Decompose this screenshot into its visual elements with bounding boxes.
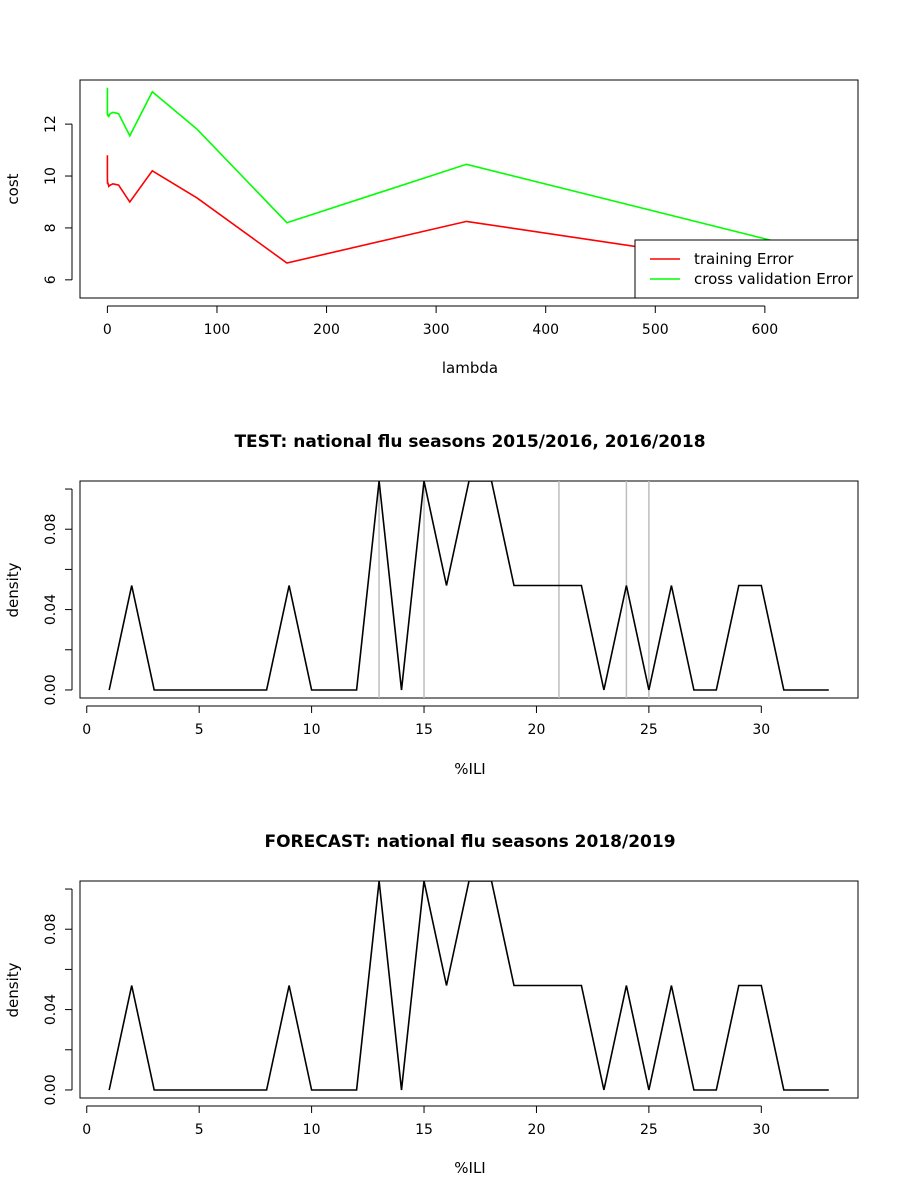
x-tick-label: 25 xyxy=(640,722,658,738)
series-line-1 xyxy=(108,481,829,691)
y-tick-label: 0.04 xyxy=(43,594,59,625)
x-tick-label: 300 xyxy=(423,322,450,338)
x-tick-label: 100 xyxy=(204,322,231,338)
x-tick-label: 200 xyxy=(313,322,340,338)
y-axis-title: density xyxy=(4,962,22,1017)
y-axis-title: density xyxy=(4,562,22,617)
x-tick-label: 0 xyxy=(82,722,91,738)
y-tick-label: 12 xyxy=(43,115,59,133)
x-tick-label: 0 xyxy=(82,1122,91,1138)
x-tick-label: 15 xyxy=(415,1122,433,1138)
legend-label-cv: cross validation Error xyxy=(694,270,854,288)
legend-label-training: training Error xyxy=(694,250,794,268)
y-axis-title: cost xyxy=(4,173,22,204)
x-tick-label: 20 xyxy=(528,722,546,738)
series-line-1 xyxy=(106,155,826,276)
y-tick-label: 10 xyxy=(43,167,59,185)
plot-frame xyxy=(79,880,859,1099)
plot-frame xyxy=(79,480,859,699)
x-tick-label: 0 xyxy=(103,322,112,338)
x-tick-label: 25 xyxy=(640,1122,658,1138)
series-line-1 xyxy=(108,881,829,1091)
y-tick-label: 8 xyxy=(43,223,59,232)
x-tick-label: 15 xyxy=(415,722,433,738)
y-tick-label: 0.00 xyxy=(43,674,59,705)
series-line-2 xyxy=(106,87,826,255)
y-tick-label: 0.08 xyxy=(43,514,59,545)
y-tick-label: 0.08 xyxy=(43,914,59,945)
x-tick-label: 600 xyxy=(751,322,778,338)
cost-lambda-panel: lambda cost 0 100 200 300 400 500 600 6 8 10 12 tr… xyxy=(4,79,859,377)
plot-title: TEST: national flu seasons 2015/2016, 20… xyxy=(234,432,705,452)
x-tick-label: 400 xyxy=(532,322,559,338)
x-tick-label: 5 xyxy=(195,1122,204,1138)
x-tick-label: 10 xyxy=(303,722,321,738)
x-tick-label: 30 xyxy=(752,1122,770,1138)
test-density-panel: TEST: national flu seasons 2015/2016, 20… xyxy=(4,432,859,778)
x-axis-title: lambda xyxy=(442,359,498,377)
x-axis-title: %ILI xyxy=(454,760,485,778)
y-tick-label: 6 xyxy=(43,275,59,284)
plot-frame xyxy=(79,79,859,299)
x-tick-label: 30 xyxy=(752,722,770,738)
x-tick-label: 20 xyxy=(528,1122,546,1138)
x-tick-label: 10 xyxy=(303,1122,321,1138)
x-axis-title: %ILI xyxy=(454,1159,485,1177)
forecast-density-panel: FORECAST: national flu seasons 2018/2019… xyxy=(4,832,859,1177)
legend: training Error cross validation Error xyxy=(634,239,859,299)
y-tick-label: 0.00 xyxy=(43,1074,59,1105)
x-tick-label: 5 xyxy=(195,722,204,738)
plot-title: FORECAST: national flu seasons 2018/2019 xyxy=(264,832,675,852)
y-tick-label: 0.04 xyxy=(43,994,59,1025)
x-tick-label: 500 xyxy=(642,322,669,338)
legend-box xyxy=(634,239,859,299)
